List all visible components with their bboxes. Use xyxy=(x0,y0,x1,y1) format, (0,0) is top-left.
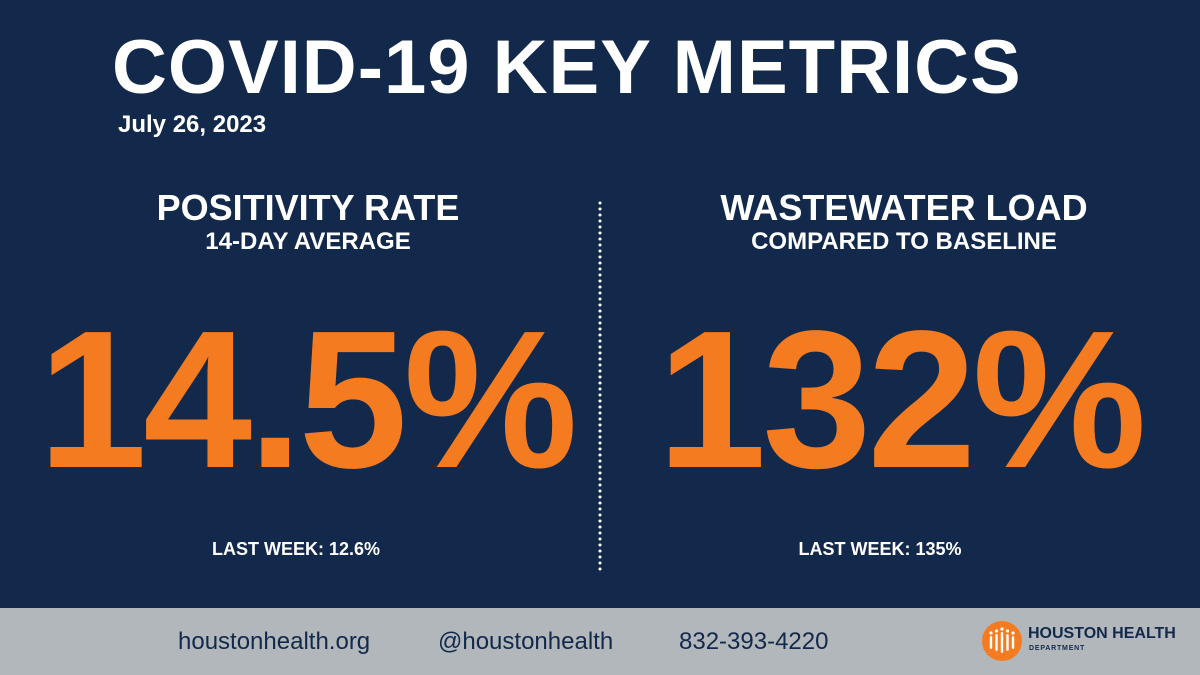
report-date: July 26, 2023 xyxy=(118,111,267,138)
metric-subheading: 14-DAY AVERAGE xyxy=(205,228,411,255)
phone-number[interactable]: 832-393-4220 xyxy=(679,628,829,655)
metric-subheading: COMPARED TO BASELINE xyxy=(751,228,1057,255)
logo-subtitle: DEPARTMENT xyxy=(1029,645,1086,652)
houston-health-logo-icon xyxy=(982,621,1022,661)
logo-name: HOUSTON HEALTH xyxy=(1028,625,1176,642)
wastewater-load-panel: WASTEWATER LOAD COMPARED TO BASELINE 132… xyxy=(600,180,1200,580)
metric-value: 14.5% xyxy=(38,290,578,509)
footer-bar: houstonhealth.org @houstonhealth 832-393… xyxy=(0,608,1200,675)
social-handle[interactable]: @houstonhealth xyxy=(438,628,614,655)
metric-last-week: LAST WEEK: 135% xyxy=(798,539,962,559)
positivity-rate-panel: POSITIVITY RATE 14-DAY AVERAGE 14.5% LAS… xyxy=(0,180,600,580)
metric-value: 132% xyxy=(657,290,1146,509)
dotted-divider xyxy=(598,200,602,572)
website-link[interactable]: houstonhealth.org xyxy=(178,628,371,655)
metric-last-week: LAST WEEK: 12.6% xyxy=(211,539,381,559)
houston-health-logo: HOUSTON HEALTH DEPARTMENT xyxy=(982,620,1176,664)
page-title: COVID-19 KEY METRICS xyxy=(112,25,1022,110)
metric-heading: POSITIVITY RATE xyxy=(156,187,460,228)
metric-heading: WASTEWATER LOAD xyxy=(720,187,1088,228)
main-infographic: COVID-19 KEY METRICS July 26, 2023 POSIT… xyxy=(0,25,1200,580)
